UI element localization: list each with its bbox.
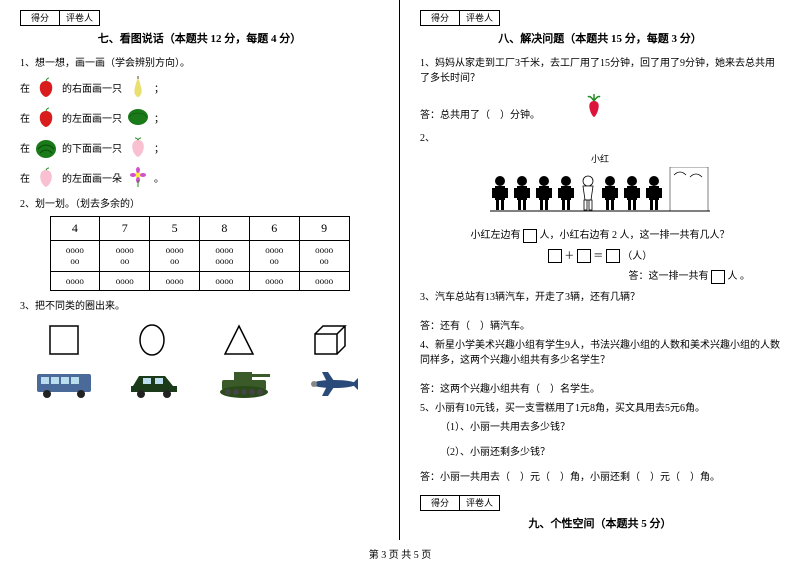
q1-text: 1、想一想，画一画（学会辨别方向）。 — [20, 54, 379, 69]
peach2-icon — [34, 165, 58, 189]
count-table: 4 7 5 8 6 9 oooooo oooooo oooooo ooooooo… — [50, 216, 350, 291]
table-row: oooooo oooooo oooooo oooooooo oooooo ooo… — [50, 241, 349, 272]
caption: 小红 — [420, 152, 780, 165]
table-row: 4 7 5 8 6 9 — [50, 217, 349, 241]
vehicles-row — [20, 368, 379, 400]
text: 的左面画一只 — [62, 110, 122, 125]
score-label: 得分 — [21, 11, 60, 25]
cube-icon — [309, 322, 353, 358]
apple2-icon — [34, 105, 58, 129]
left-column: 得分 评卷人 七、看图说话（本题共 12 分，每题 4 分） 1、想一想，画一画… — [0, 0, 400, 540]
q8-2-text: 小红左边有 人，小红右边有 2 人，这一排一共有几人？ — [420, 226, 780, 243]
q8-1: 1、妈妈从家走到工厂3千米，去工厂用了15分钟，回了用了9分钟，她来去总共用了多… — [420, 54, 780, 84]
punct: ； — [154, 80, 164, 95]
plane-icon — [304, 368, 364, 400]
a8-3: 答：还有（ ）辆汽车。 — [420, 317, 780, 332]
a8-5: 答：小丽一共用去（ ）元（ ）角，小丽还剩（ ）元（ ）角。 — [420, 468, 780, 483]
blank-box[interactable] — [523, 229, 537, 243]
blank-box[interactable] — [606, 249, 620, 263]
pear-icon — [126, 75, 150, 99]
section-9-title: 九、个性空间（本题共 5 分） — [420, 515, 780, 531]
section-8-title: 八、解决问题（本题共 15 分，每题 3 分） — [420, 30, 780, 46]
q8-5-2: （2）、小丽还剩多少钱？ — [420, 443, 780, 458]
text: 的右面画一只 — [62, 80, 122, 95]
q8-4: 4、新星小学美术兴趣小组有学生9人，书法兴趣小组的人数和美术兴趣小组的人数同样多… — [420, 336, 780, 366]
grader-label: 评卷人 — [460, 11, 499, 25]
flower-icon — [126, 165, 150, 189]
blank-box[interactable] — [711, 270, 725, 284]
radish-icon — [580, 91, 608, 122]
bus-icon — [35, 368, 95, 400]
section-7-title: 七、看图说话（本题共 12 分，每题 4 分） — [20, 30, 379, 46]
fruit-line-4: 在 的左面画一朵 。 — [20, 165, 379, 189]
text: 的左面画一朵 — [62, 170, 122, 185]
car-icon — [125, 368, 185, 400]
fruit-line-2: 在 的左面画一只 ； — [20, 105, 379, 129]
table-row: oooo oooo oooo oooo oooo oooo — [50, 271, 349, 290]
score-label: 得分 — [421, 11, 460, 25]
grader-label: 评卷人 — [460, 496, 499, 510]
blank-box[interactable] — [548, 249, 562, 263]
q3-text: 3、把不同类的圈出来。 — [20, 297, 379, 312]
prefix: 在 — [20, 170, 30, 185]
grader-label: 评卷人 — [60, 11, 99, 25]
prefix: 在 — [20, 110, 30, 125]
q8-5-1: （1）、小丽一共用去多少钱？ — [420, 418, 780, 433]
prefix: 在 — [20, 140, 30, 155]
fruit-line-3: 在 的下面画一只 ； — [20, 135, 379, 159]
blank-box[interactable] — [577, 249, 591, 263]
watermelon-slice-icon — [126, 105, 150, 129]
text: 的下面画一只 — [62, 140, 122, 155]
q8-5: 5、小丽有10元钱，买一支雪糕用了1元8角，买文具用去5元6角。 — [420, 399, 780, 414]
punct: ； — [154, 140, 164, 155]
q8-2-eq: ＋ ＝ （人） — [420, 247, 780, 264]
a8-1: 答：总共用了（ ）分钟。 — [420, 106, 540, 121]
fruit-line-1: 在 的右面画一只 ； — [20, 75, 379, 99]
a8-4: 答：这两个兴趣小组共有（ ）名学生。 — [420, 380, 780, 395]
q8-2: 2、 — [420, 129, 780, 144]
a8-2: 答：这一排一共有 人 。 — [420, 267, 780, 284]
score-box-8: 得分 评卷人 — [420, 10, 500, 26]
children-illustration: 小红 — [420, 152, 780, 218]
page-footer: 第 3 页 共 5 页 — [0, 546, 800, 561]
q8-3: 3、汽车总站有13辆汽车，开走了3辆，还有几辆？ — [420, 288, 780, 303]
right-column: 得分 评卷人 八、解决问题（本题共 15 分，每题 3 分） 1、妈妈从家走到工… — [400, 0, 800, 540]
square-icon — [46, 322, 82, 358]
apple-icon — [34, 75, 58, 99]
shapes-row — [20, 322, 379, 358]
oval-icon — [134, 322, 170, 358]
prefix: 在 — [20, 80, 30, 95]
tank-icon — [214, 368, 274, 400]
punct: ； — [154, 110, 164, 125]
triangle-icon — [221, 322, 257, 358]
score-box-9: 得分 评卷人 — [420, 495, 500, 511]
peach-icon — [126, 135, 150, 159]
score-box-7: 得分 评卷人 — [20, 10, 100, 26]
score-label: 得分 — [421, 496, 460, 510]
watermelon-icon — [34, 135, 58, 159]
q2-text: 2、划一划。（划去多余的） — [20, 195, 379, 210]
punct: 。 — [154, 170, 164, 185]
